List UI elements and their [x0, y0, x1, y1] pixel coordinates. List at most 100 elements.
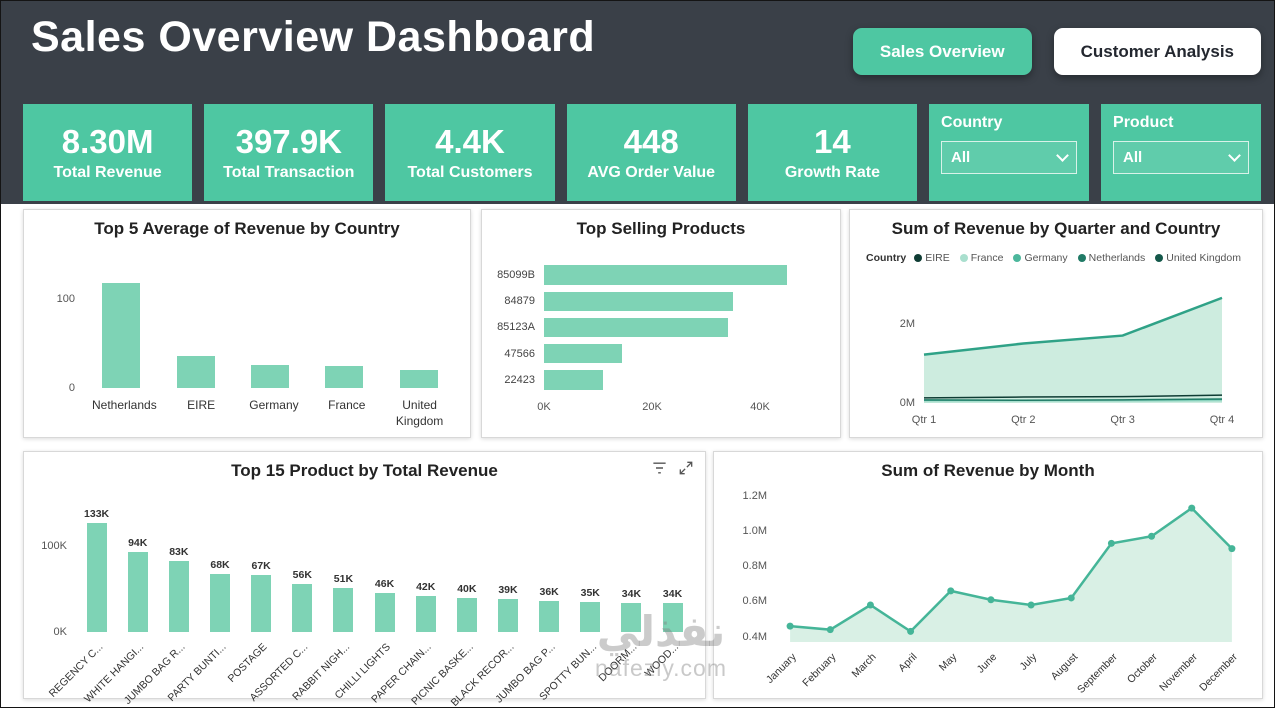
bar[interactable] [399, 370, 438, 388]
kpi-label: Total Transaction [223, 164, 355, 181]
series-line-netherlands[interactable] [923, 398, 1223, 401]
data-point[interactable] [1067, 594, 1075, 602]
legend-item[interactable]: Netherlands [1077, 252, 1145, 264]
legend-item[interactable]: United Kingdom [1155, 252, 1241, 264]
y-axis-tick-label: 0 [68, 382, 75, 394]
chart-title: Top Selling Products [576, 219, 746, 238]
data-point[interactable] [786, 622, 794, 630]
x-axis-label: February [800, 651, 839, 690]
data-point[interactable] [826, 626, 834, 634]
kpi-avg-order-value: 448 AVG Order Value [566, 104, 736, 201]
x-axis-label: October [1125, 651, 1161, 686]
bar[interactable] [333, 588, 354, 632]
data-point[interactable] [1027, 601, 1035, 609]
bar[interactable] [209, 573, 230, 632]
bar[interactable] [86, 523, 107, 632]
legend-item[interactable]: EIRE [914, 252, 950, 264]
legend-item[interactable]: Germany [1013, 252, 1068, 264]
x-axis-tick-label: 20K [642, 401, 662, 413]
bar[interactable] [374, 592, 395, 632]
series-line-france[interactable] [923, 400, 1223, 403]
bar[interactable] [292, 584, 313, 632]
data-point[interactable] [866, 601, 874, 609]
legend-item[interactable]: France [959, 252, 1003, 264]
bar[interactable] [325, 365, 364, 388]
x-axis-label: Qtr 4 [1209, 414, 1235, 426]
bar[interactable] [497, 598, 518, 632]
bar[interactable] [456, 597, 477, 632]
revenue-area[interactable] [790, 508, 1232, 642]
kpi-row: 8.30M Total Revenue 397.9K Total Transac… [23, 104, 1262, 201]
bar[interactable] [415, 596, 436, 632]
bar[interactable] [539, 601, 560, 632]
bar[interactable] [621, 602, 642, 632]
bar-slot: 67K [241, 508, 282, 632]
tab-sales-overview[interactable]: Sales Overview [852, 28, 1032, 75]
revenue-line[interactable] [789, 506, 1233, 634]
bar[interactable] [544, 370, 604, 390]
chart-title: Top 5 Average of Revenue by Country [94, 219, 400, 238]
bars-container [84, 266, 456, 388]
bar[interactable] [544, 265, 787, 285]
x-axis-label: May [936, 651, 960, 674]
bar[interactable] [251, 364, 290, 388]
x-axis-labels: REGENCY C... WHITE HANGI... JUMBO BAG R...… [46, 636, 693, 707]
bar[interactable] [127, 551, 148, 632]
x-axis-label: Qtr 1 [911, 414, 937, 426]
bar-slot: 42K [405, 508, 446, 632]
chart-revenue-by-quarter-and-country: Sum of Revenue by Quarter and Country Co… [849, 209, 1263, 438]
data-point[interactable] [1188, 504, 1196, 512]
x-axis-label: November [1157, 651, 1201, 694]
series-line-united-kingdom[interactable] [923, 296, 1223, 356]
bar[interactable] [544, 344, 623, 364]
bar-slot [307, 266, 381, 388]
filter-icon[interactable] [652, 461, 667, 475]
bar-value-label: 34K [662, 587, 683, 600]
product-select[interactable]: All [1113, 141, 1250, 174]
bar[interactable] [544, 317, 728, 338]
chart-title: Sum of Revenue by Quarter and Country [891, 219, 1221, 238]
data-point[interactable] [907, 627, 915, 635]
bar-slot: 133K [76, 508, 117, 632]
kpi-value: 14 [814, 123, 851, 160]
bar[interactable] [251, 574, 272, 632]
data-point[interactable] [947, 587, 955, 595]
series-line-eire[interactable] [923, 394, 1223, 399]
series-area-united-kingdom[interactable] [924, 297, 1222, 403]
data-point[interactable] [1148, 532, 1156, 540]
bars-container: 133K 94K 83K 68K 67K 56K 51K 46K 42K 40K 39K 36K 35K… [76, 508, 693, 632]
header-panel: Sales Overview Dashboard Sales Overview … [1, 1, 1274, 204]
bar-value-label: 39K [498, 583, 518, 596]
bar-value-label: 34K [621, 587, 642, 600]
category-label: Netherlands [92, 398, 157, 412]
kpi-value: 397.9K [235, 123, 343, 160]
bar-slot: 46K [364, 508, 405, 632]
bar[interactable] [102, 282, 141, 388]
data-point[interactable] [987, 596, 995, 604]
chevron-down-icon [1228, 149, 1241, 162]
x-axis-label: Qtr 3 [1110, 414, 1135, 426]
country-select[interactable]: All [941, 141, 1078, 174]
chart-title: Top 15 Product by Total Revenue [231, 461, 498, 480]
category-label: 47566 [504, 347, 535, 360]
filter-product: Product All [1101, 104, 1262, 201]
chart-toolbar [652, 461, 693, 475]
data-point[interactable] [1228, 545, 1236, 553]
bar[interactable] [580, 602, 601, 632]
bar[interactable] [662, 602, 683, 632]
tab-customer-analysis[interactable]: Customer Analysis [1053, 28, 1261, 75]
x-axis-label: Qtr 2 [1011, 414, 1036, 426]
bar[interactable] [544, 291, 733, 311]
bar[interactable] [176, 355, 215, 388]
x-axis-labels: Qtr 1 Qtr 2 Qtr 3 Qtr 4 [912, 409, 1234, 426]
data-point[interactable] [1107, 539, 1115, 547]
kpi-total-customers: 4.4K Total Customers [385, 104, 555, 201]
x-axis-labels: January February March April May June July Augu… [764, 646, 1246, 698]
x-axis-label: September [1075, 651, 1120, 696]
y-axis-tick-label: 0M [899, 397, 915, 409]
y-axis-tick-label: 0K [53, 626, 67, 638]
focus-mode-icon[interactable] [679, 461, 693, 475]
bar[interactable] [168, 561, 189, 632]
chart-revenue-by-month: Sum of Revenue by Month 0.4M 0.6M 0.8M 1.0M… [713, 451, 1263, 699]
category-label: Germany [249, 398, 299, 412]
